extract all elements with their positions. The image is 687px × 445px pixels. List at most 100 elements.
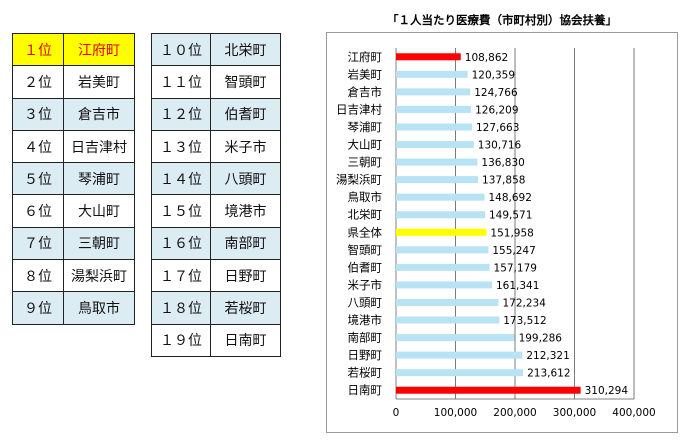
municipality-cell: 境港市	[210, 194, 281, 228]
ranking-row: ７位 三朝町	[12, 226, 135, 261]
bar	[396, 141, 474, 149]
ranking-row: ５位 琴浦町	[12, 162, 135, 196]
ranking-row: １８位 若桜町	[151, 291, 281, 325]
category-label: 智頭町	[348, 243, 383, 257]
bar	[396, 386, 581, 394]
municipality-cell: 北栄町	[210, 32, 281, 67]
rank-cell: ５位	[12, 162, 64, 196]
bar	[396, 246, 489, 254]
ranking-row: １位 江府町	[12, 32, 135, 67]
ranking-row: ９位 鳥取市	[12, 291, 135, 325]
category-label: 境港市	[348, 313, 383, 327]
category-label: 県全体	[348, 225, 383, 239]
medical-cost-bar-chart: 「１人当たり医療費（市町村別）協会扶養」 江府町岩美町倉吉市日吉津村琴浦町大山町…	[326, 13, 678, 433]
value-label: 157,179	[494, 262, 537, 274]
municipality-cell: 伯耆町	[210, 97, 281, 131]
x-tick-label: 400,000	[612, 407, 655, 419]
chart-title: 「１人当たり医療費（市町村別）協会扶養」	[387, 13, 617, 27]
value-label: 126,209	[475, 104, 518, 116]
municipality-cell: 八頭町	[210, 162, 281, 196]
bar	[396, 88, 471, 96]
rank-cell: １５位	[151, 194, 211, 228]
ranking-table-1-9: １位 江府町 ２位 岩美町 ３位 倉吉市 ４位 日吉津村 ５位 琴浦町 ６位 大山町 ７位 三朝町 ８位 湯梨…	[12, 32, 135, 325]
chart-border	[326, 32, 678, 433]
category-label: 三朝町	[348, 155, 383, 169]
rank-cell: １０位	[151, 32, 211, 67]
ranking-row: １４位 八頭町	[151, 162, 281, 196]
category-label: 八頭町	[348, 295, 383, 309]
municipality-cell: 鳥取市	[63, 291, 135, 325]
bar	[396, 53, 461, 61]
municipality-cell: 日吉津村	[63, 129, 135, 164]
bar	[396, 316, 500, 324]
category-label: 日野町	[348, 348, 383, 362]
rank-cell: １４位	[151, 162, 211, 196]
bar	[396, 298, 499, 306]
category-label: 日南町	[348, 383, 383, 397]
ranking-row: ２位 岩美町	[12, 65, 135, 99]
rank-cell: １９位	[151, 323, 211, 357]
value-label: 155,247	[492, 245, 535, 257]
value-label: 161,341	[496, 280, 539, 292]
value-label: 108,862	[465, 52, 508, 64]
rank-cell: ７位	[12, 226, 64, 261]
ranking-row: １０位 北栄町	[151, 32, 281, 67]
value-label: 130,716	[478, 140, 522, 152]
bar	[396, 281, 492, 289]
municipality-cell: 日南町	[210, 323, 281, 357]
x-tick-label: 0	[393, 407, 400, 419]
rank-cell: １６位	[151, 226, 211, 261]
municipality-cell: 琴浦町	[63, 162, 135, 196]
municipality-cell: 三朝町	[63, 226, 135, 261]
rank-cell: １３位	[151, 129, 211, 164]
rank-cell: ９位	[12, 291, 64, 325]
rank-cell: １位	[12, 32, 64, 67]
ranking-row: １１位 智頭町	[151, 65, 281, 99]
value-label: 136,830	[481, 157, 524, 169]
value-label: 310,294	[585, 385, 629, 397]
value-label: 127,663	[476, 122, 519, 134]
category-label: 若桜町	[348, 366, 383, 380]
ranking-row: ４位 日吉津村	[12, 129, 135, 164]
municipality-cell: 南部町	[210, 226, 281, 261]
ranking-row: １３位 米子市	[151, 129, 281, 164]
ranking-row: １９位 日南町	[151, 323, 281, 357]
value-label: 120,359	[472, 69, 515, 81]
ranking-row: １２位 伯耆町	[151, 97, 281, 131]
municipality-cell: 倉吉市	[63, 97, 135, 131]
category-label: 米子市	[348, 278, 383, 292]
rank-cell: ３位	[12, 97, 64, 131]
municipality-cell: 智頭町	[210, 65, 281, 99]
rank-cell: １１位	[151, 65, 211, 99]
bar	[396, 211, 485, 219]
category-label: 伯耆町	[348, 260, 383, 274]
ranking-row: １７位 日野町	[151, 259, 281, 293]
x-tick-label: 100,000	[434, 407, 477, 419]
value-label: 124,766	[474, 87, 518, 99]
ranking-row: ６位 大山町	[12, 194, 135, 228]
bar	[396, 334, 515, 342]
bar	[396, 105, 472, 113]
municipality-cell: 日野町	[210, 259, 281, 293]
ranking-table-10-19: １０位 北栄町 １１位 智頭町 １２位 伯耆町 １３位 米子市 １４位 八頭町 １５位 境港市 １６位南…	[151, 32, 281, 357]
value-label: 213,612	[527, 368, 570, 380]
x-tick-label: 300,000	[553, 407, 596, 419]
value-label: 212,321	[526, 350, 569, 362]
value-label: 137,858	[482, 175, 525, 187]
value-label: 151,958	[490, 227, 533, 239]
bar	[396, 263, 490, 271]
municipality-cell: 若桜町	[210, 291, 281, 325]
municipality-cell: 岩美町	[63, 65, 135, 99]
bar	[396, 176, 479, 184]
value-label: 149,571	[489, 210, 532, 222]
bar	[396, 70, 468, 78]
category-label: 大山町	[348, 138, 383, 152]
rank-cell: ４位	[12, 129, 64, 164]
bar	[396, 351, 523, 359]
ranking-row: ３位 倉吉市	[12, 97, 135, 131]
ranking-row: １５位 境港市	[151, 194, 281, 228]
rank-cell: １７位	[151, 259, 211, 293]
bar	[396, 123, 472, 131]
rank-cell: １８位	[151, 291, 211, 325]
bar	[396, 369, 524, 377]
